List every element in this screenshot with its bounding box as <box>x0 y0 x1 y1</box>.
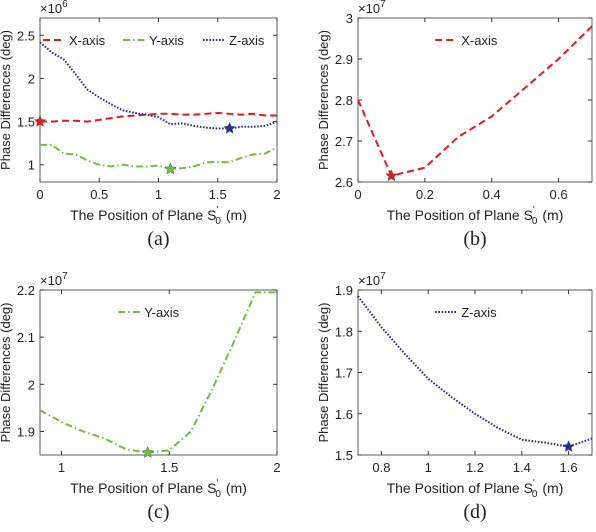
star-marker <box>141 445 155 459</box>
x-tick-label: 1 <box>155 187 162 202</box>
caption: (d) <box>463 501 486 523</box>
x-label-unit: (m) <box>226 207 247 223</box>
y-tick-label: 1.5 <box>335 448 353 463</box>
x-label-prime: ' <box>216 478 218 489</box>
y-tick-label: 1.5 <box>17 115 35 130</box>
y-tick-label: 1.7 <box>335 366 353 381</box>
multiplier-base: ×10 <box>40 273 62 288</box>
y-multiplier: ×107 <box>358 0 386 16</box>
legend-label: Z-axis <box>229 33 265 48</box>
legend-label: X-axis <box>461 33 498 48</box>
y-tick-label: 2.9 <box>335 52 353 67</box>
x-label-text: The Position of Plane S <box>70 480 216 496</box>
x-label-text: The Position of Plane S <box>387 480 533 496</box>
multiplier-base: ×10 <box>358 273 380 288</box>
multiplier-exponent: 6 <box>62 0 68 10</box>
y-multiplier: ×107 <box>358 271 386 288</box>
data-line <box>357 295 593 448</box>
x-label-subscript: 0 <box>532 216 538 227</box>
x-label-prime: ' <box>533 478 535 489</box>
y-tick-label: 2.2 <box>17 283 35 298</box>
star-marker <box>164 162 177 175</box>
y-tick-label: 1.8 <box>335 324 353 339</box>
data-line <box>40 111 277 123</box>
x-label-prime: ' <box>216 205 218 216</box>
star-marker <box>562 440 575 453</box>
star-marker <box>223 121 236 134</box>
x-axis-label: The Position of Plane S' 0 (m) <box>70 205 247 227</box>
legend-label: Z-axis <box>461 305 497 320</box>
y-tick-label: 2.1 <box>17 330 35 345</box>
x-label-text: The Position of Plane S <box>387 207 533 223</box>
y-tick-label: 1 <box>28 158 35 173</box>
y-tick-label: 1.6 <box>335 407 353 422</box>
x-axis-label: The Position of Plane S' 0 (m) <box>70 478 247 500</box>
x-tick-label: 2 <box>273 187 280 202</box>
y-tick-label: 2.6 <box>335 175 353 190</box>
x-tick-label: 0.2 <box>416 187 434 202</box>
x-tick-label: 1.4 <box>513 460 531 475</box>
x-tick-label: 2 <box>273 460 280 475</box>
y-tick-label: 2.8 <box>335 93 353 108</box>
x-label-subscript: 0 <box>215 489 221 500</box>
y-axis-label: Phase Differences (deg) <box>0 303 13 443</box>
plot-area <box>39 17 278 183</box>
x-tick-label: 1 <box>425 460 432 475</box>
x-axis-label: The Position of Plane S' 0 (m) <box>387 205 564 227</box>
caption: (b) <box>463 228 486 250</box>
y-tick-label: 3 <box>346 11 353 26</box>
star-marker <box>385 169 398 182</box>
y-tick-label: 2.7 <box>335 134 353 149</box>
star-marker <box>33 114 47 127</box>
y-tick-label: 2 <box>28 71 35 86</box>
plot-area <box>357 17 593 183</box>
y-axis-label: Phase Differences (deg) <box>316 303 331 443</box>
multiplier-exponent: 7 <box>62 271 68 282</box>
caption: (c) <box>147 501 169 523</box>
x-label-subscript: 0 <box>215 216 221 227</box>
plot-area <box>39 289 278 456</box>
x-tick-label: 0.4 <box>483 187 501 202</box>
x-tick-label: 1.6 <box>560 460 578 475</box>
multiplier-exponent: 7 <box>380 0 386 10</box>
multiplier-base: ×10 <box>40 1 62 16</box>
y-axis-label: Phase Differences (deg) <box>316 30 331 170</box>
x-label-unit: (m) <box>542 207 563 223</box>
y-multiplier: ×106 <box>40 0 68 16</box>
legend-label: X-axis <box>69 33 106 48</box>
data-line <box>39 41 278 130</box>
y-tick-label: 2.5 <box>17 28 35 43</box>
x-axis-label: The Position of Plane S' 0 (m) <box>387 478 564 500</box>
y-tick-label: 1.9 <box>335 283 353 298</box>
x-tick-label: 1.2 <box>466 460 484 475</box>
legend-label: Y-axis <box>144 305 179 320</box>
data-line <box>39 291 277 454</box>
y-axis-label: Phase Differences (deg) <box>0 30 13 170</box>
x-tick-label: 1.5 <box>160 460 178 475</box>
x-label-unit: (m) <box>226 480 247 496</box>
x-label-text: The Position of Plane S <box>70 207 216 223</box>
x-tick-label: 0 <box>354 187 361 202</box>
y-tick-label: 1.9 <box>17 424 35 439</box>
x-tick-label: 1.5 <box>209 187 227 202</box>
y-multiplier: ×107 <box>40 271 68 288</box>
x-label-prime: ' <box>533 205 535 216</box>
legend-label: Y-axis <box>149 33 184 48</box>
data-line <box>40 143 278 171</box>
caption: (a) <box>147 228 169 250</box>
y-tick-label: 2 <box>28 377 35 392</box>
multiplier-base: ×10 <box>358 1 380 16</box>
x-tick-label: 0 <box>36 187 43 202</box>
x-tick-label: 0.6 <box>550 187 568 202</box>
data-line <box>357 25 593 178</box>
x-label-subscript: 0 <box>532 489 538 500</box>
multiplier-exponent: 7 <box>380 271 386 282</box>
x-tick-label: 0.8 <box>372 460 390 475</box>
x-tick-label: 0.5 <box>90 187 108 202</box>
x-label-unit: (m) <box>542 480 563 496</box>
x-tick-label: 1 <box>58 460 65 475</box>
